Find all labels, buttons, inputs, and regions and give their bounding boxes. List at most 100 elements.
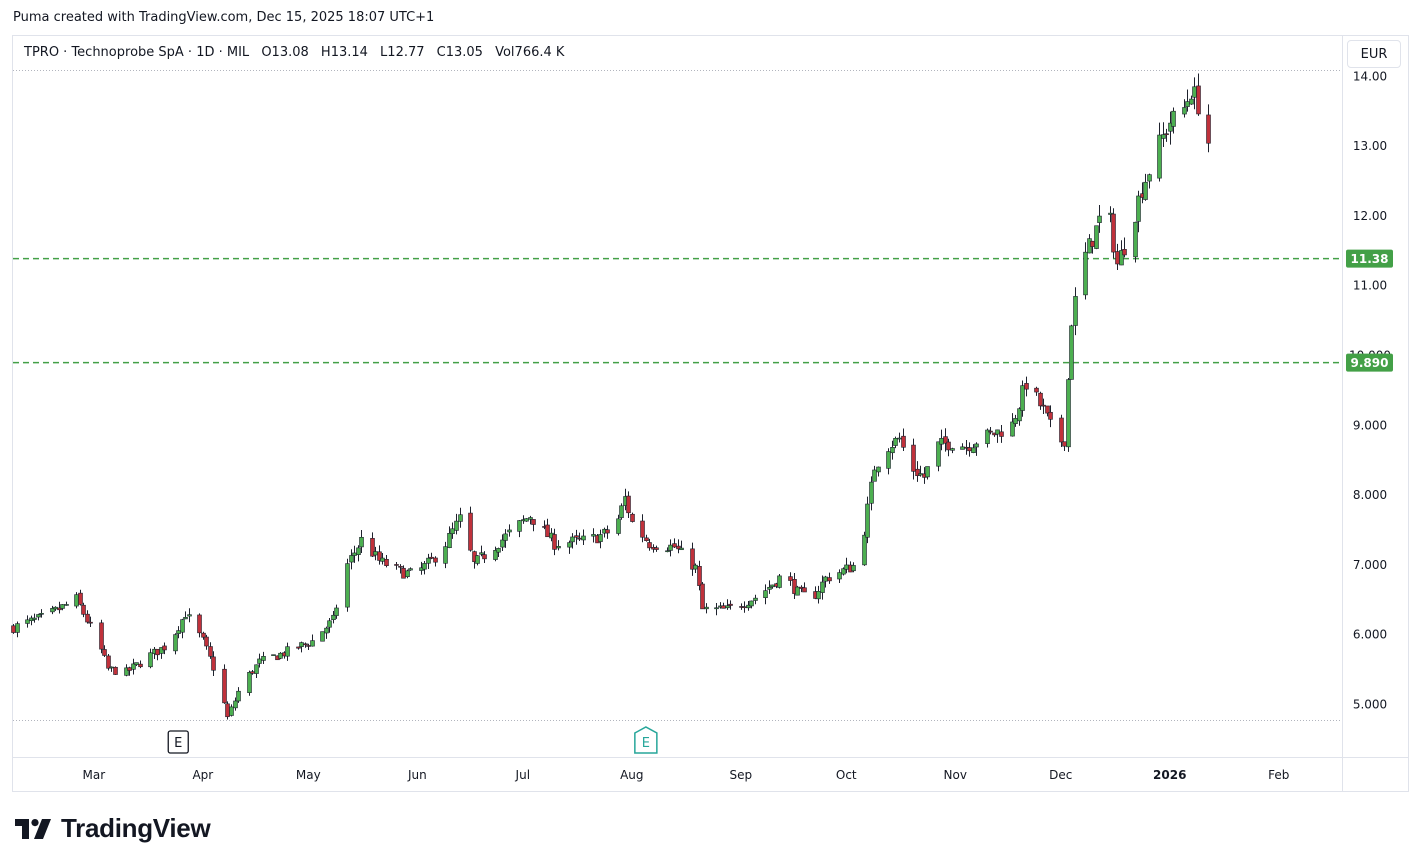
candle-body (479, 552, 484, 555)
candle-body (872, 469, 877, 482)
candle (1168, 111, 1173, 145)
candle-body (408, 568, 413, 571)
candle (1045, 405, 1050, 417)
candle (556, 540, 561, 551)
candle-body (1013, 418, 1018, 424)
candle-body (869, 481, 874, 504)
candle-body (1038, 392, 1043, 407)
candle (570, 533, 575, 549)
candle (605, 525, 610, 539)
candle-body (278, 652, 283, 659)
candle-body (99, 622, 104, 650)
candle-body (131, 663, 136, 670)
candle (841, 567, 846, 576)
candle-body (384, 558, 389, 566)
candle-body (1171, 110, 1176, 127)
currency-button[interactable]: EUR (1347, 40, 1401, 68)
tradingview-logo[interactable]: TradingView (15, 813, 211, 844)
candle-body (458, 514, 463, 522)
candle-body (591, 534, 596, 537)
candle (285, 642, 290, 661)
candle-body (345, 563, 350, 608)
candle-body (254, 664, 259, 674)
candle (753, 594, 758, 605)
earnings-marker[interactable]: E (167, 730, 189, 754)
candle-body (257, 658, 262, 664)
price-axis-label: 8.000 (1353, 488, 1387, 502)
time-axis-label: 2026 (1153, 768, 1186, 782)
candle-body (493, 550, 498, 560)
candle (777, 573, 782, 589)
candle (148, 648, 153, 669)
candle-body (841, 568, 846, 575)
candle (1020, 380, 1025, 417)
candle (788, 572, 793, 586)
candle (482, 551, 487, 564)
candle-body (1066, 379, 1071, 448)
candle (102, 645, 107, 657)
candle (327, 617, 332, 633)
candle-body (704, 606, 709, 610)
time-axis-label: Nov (944, 768, 967, 782)
candle-body (837, 572, 842, 580)
candle-body (261, 656, 266, 661)
candle-body (679, 547, 684, 551)
candle-body (524, 518, 529, 522)
candle (1161, 122, 1166, 148)
candle-body (626, 495, 631, 514)
candle (528, 515, 533, 525)
candle-body (985, 429, 990, 444)
candle-body (665, 550, 670, 553)
chart-pane[interactable] (12, 35, 1409, 792)
candle-body (668, 544, 673, 551)
support-levels-layer: 11.38 9.890 (13, 249, 1393, 372)
candle-body (862, 534, 867, 566)
candle-body (725, 605, 730, 609)
candle-body (1020, 385, 1025, 411)
support-level-tag (1346, 249, 1393, 268)
candle-body (1097, 215, 1102, 223)
candle-body (714, 607, 719, 610)
candle-body (795, 586, 800, 596)
candle-body (1024, 383, 1029, 390)
candle (665, 547, 670, 553)
candle (704, 603, 709, 614)
candle (995, 429, 1000, 443)
candle (29, 615, 34, 626)
candle-body (197, 614, 202, 634)
candle-body (654, 547, 659, 550)
candle (15, 621, 20, 638)
candle-body (299, 642, 304, 647)
candle (247, 670, 252, 696)
candle (201, 631, 206, 640)
candle (619, 503, 624, 520)
candle (405, 569, 410, 579)
candle-body (1147, 174, 1152, 182)
candle-body (1017, 408, 1022, 422)
support-level-value: 9.890 (1351, 356, 1389, 370)
candle (1133, 221, 1138, 263)
candle (225, 701, 230, 720)
price-axis-label: 9.000 (1353, 418, 1387, 432)
candle (630, 512, 635, 523)
candle-body (127, 667, 132, 671)
candle-body (148, 652, 153, 668)
candle (742, 601, 747, 613)
candle-body (950, 448, 955, 451)
candles-layer (11, 73, 1211, 720)
open-value: 13.08 (271, 45, 309, 60)
candle-body (960, 446, 965, 450)
candle (458, 507, 463, 528)
candle (552, 528, 557, 556)
candle-body (777, 575, 782, 588)
time-axis-label: Jun (407, 768, 427, 782)
earnings-marker[interactable]: E (634, 726, 658, 754)
candle-body (405, 570, 410, 578)
candle-body (567, 542, 572, 548)
candle-body (503, 533, 508, 541)
candle-body (1010, 421, 1015, 437)
candle (50, 605, 55, 615)
candle (886, 448, 891, 475)
candle-body (672, 543, 677, 548)
